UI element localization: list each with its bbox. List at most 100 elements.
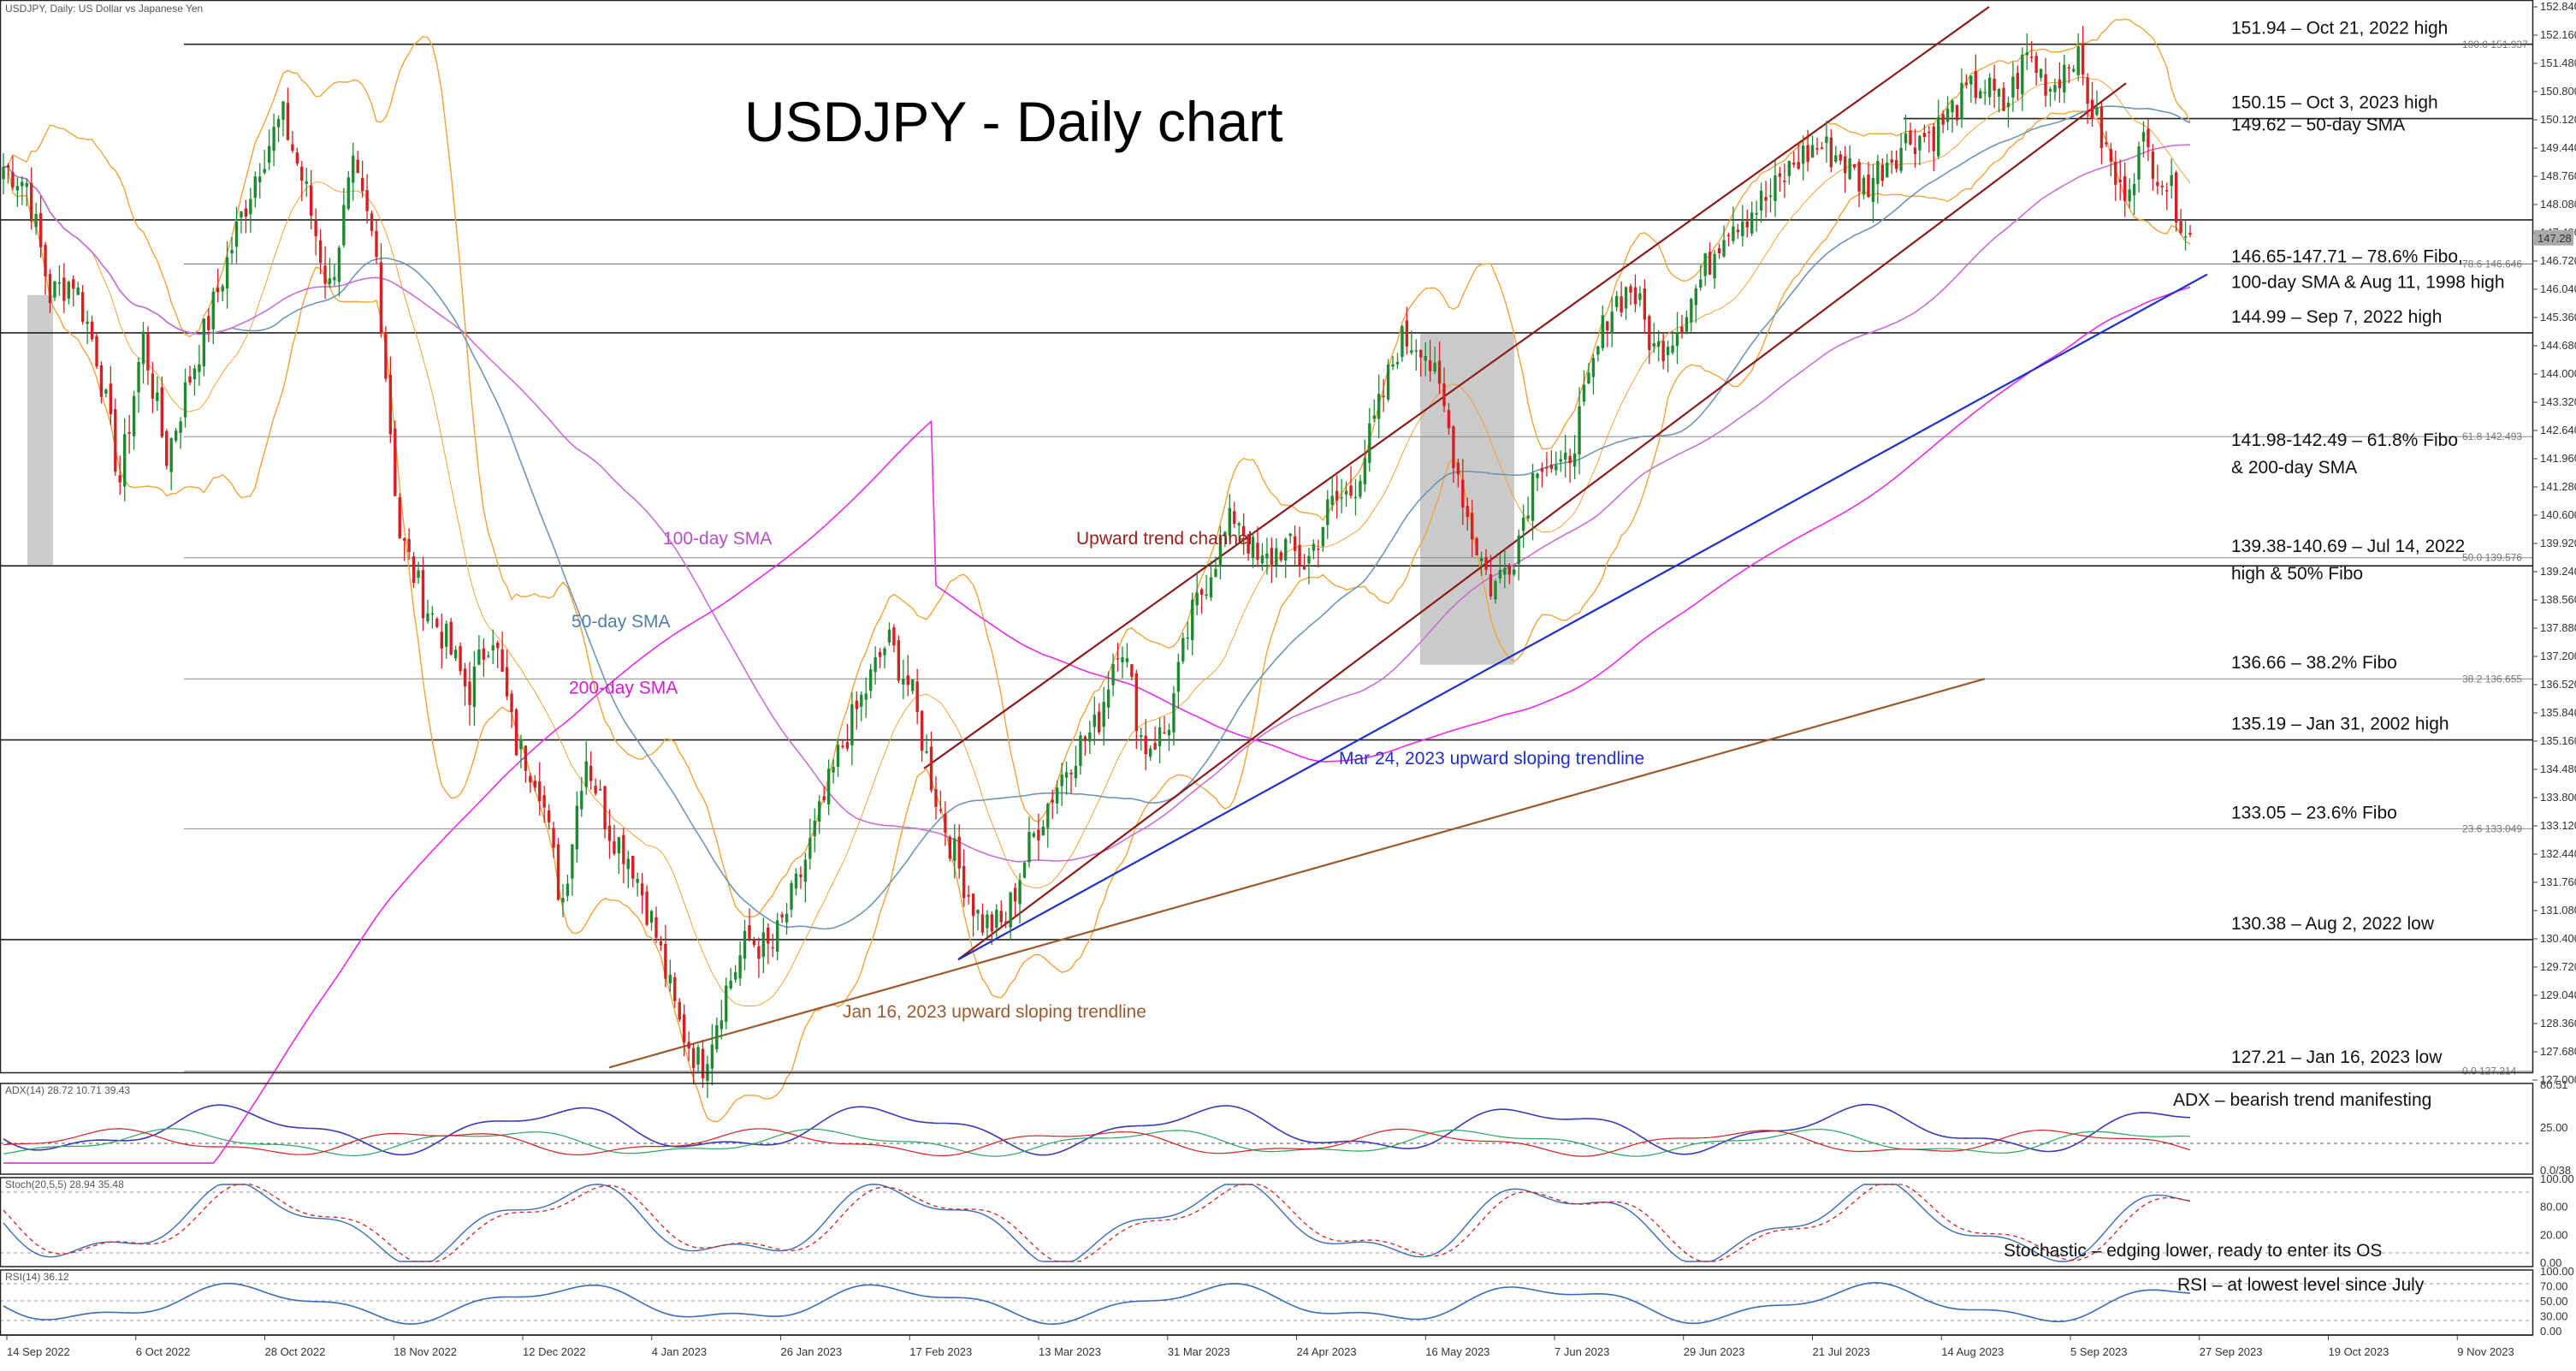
candle-body <box>715 1024 719 1050</box>
candle-body <box>258 176 262 182</box>
candle-body <box>1359 480 1362 497</box>
candle-body <box>584 761 588 787</box>
candle-body <box>2147 128 2150 147</box>
y-tick-label: 129.040 <box>2540 988 2576 1001</box>
candle-body <box>1876 160 1880 185</box>
candle-body <box>1591 358 1596 377</box>
candle-body <box>860 694 863 707</box>
candle-body <box>1372 415 1376 419</box>
candle-body <box>1614 295 1619 307</box>
candle-body <box>1717 247 1721 253</box>
rsi-tick-label: 30.00 <box>2540 1310 2568 1323</box>
adx-pane-frame <box>0 1083 2534 1175</box>
candle-body <box>2109 149 2113 162</box>
candle-body <box>1909 130 1912 145</box>
current-price-label: 147.28 <box>2538 232 2572 245</box>
candle-body <box>519 739 523 750</box>
candle-body <box>179 421 182 433</box>
candle-body <box>1088 732 1092 742</box>
candle-body <box>1121 657 1124 662</box>
candle-body <box>1326 499 1329 525</box>
candle-body <box>1307 555 1311 564</box>
y-tick-label: 137.200 <box>2540 650 2576 662</box>
x-tick-label: 26 Jan 2023 <box>781 1345 843 1358</box>
candle-body <box>11 172 15 187</box>
candle-body <box>276 119 281 128</box>
candle-body <box>1074 765 1078 779</box>
candle-body <box>1764 196 1768 201</box>
candle-body <box>1545 466 1549 469</box>
candle-body <box>1401 326 1404 358</box>
candle-body <box>1055 787 1059 804</box>
candle-body <box>445 623 448 647</box>
rsi-pane-frame <box>0 1269 2534 1336</box>
x-tick-label: 14 Sep 2022 <box>7 1345 70 1358</box>
candle-body <box>1172 693 1175 733</box>
candle-body <box>2025 52 2028 56</box>
y-tick-label: 145.360 <box>2540 311 2576 323</box>
candle-body <box>1928 131 1931 134</box>
candle-body <box>472 666 477 707</box>
candle-body <box>873 657 877 673</box>
candle-body <box>1648 316 1651 350</box>
candle-body <box>1498 569 1502 579</box>
candle-body <box>225 257 229 289</box>
candle-body <box>123 434 127 487</box>
candle-body <box>314 220 317 237</box>
candle-body <box>767 927 770 944</box>
y-tick-label: 146.040 <box>2540 282 2576 295</box>
candle-body <box>1536 473 1539 478</box>
candle-body <box>211 291 215 329</box>
candle-body <box>622 834 625 864</box>
candle-body <box>2188 233 2192 234</box>
candle-body <box>682 1014 686 1043</box>
candle-body <box>743 930 747 959</box>
candle-body <box>183 382 187 418</box>
candle-body <box>1484 556 1488 570</box>
stoch-tick-label: 20.00 <box>2540 1228 2568 1241</box>
candle-body <box>300 166 304 181</box>
candle-body <box>841 745 844 747</box>
candle-body <box>738 955 742 979</box>
candle-body <box>2011 76 2015 98</box>
candle-body <box>1964 82 1969 86</box>
level-annotation: high & 50% Fibo <box>2231 564 2363 584</box>
candle-body <box>1657 341 1661 347</box>
chart-annotation: 200-day SMA <box>569 679 678 698</box>
candle-body <box>1745 221 1749 228</box>
candle-body <box>911 680 915 691</box>
candle-body <box>748 925 751 939</box>
candle-body <box>95 335 98 367</box>
candle-body <box>305 181 308 184</box>
candle-body <box>1471 513 1474 540</box>
candle-body <box>104 389 108 394</box>
candle-body <box>2090 99 2094 119</box>
candle-body <box>1945 109 1950 122</box>
candle-body <box>1969 75 1973 85</box>
candle-body <box>752 940 756 946</box>
y-tick-label: 144.680 <box>2540 339 2576 352</box>
candle-body <box>1755 212 1758 215</box>
candle-body <box>1111 664 1115 686</box>
candle-body <box>1442 383 1446 407</box>
candle-body <box>1279 552 1282 561</box>
jan16-trendline <box>608 678 1986 1069</box>
candle-body <box>1941 114 1945 125</box>
candle-body <box>234 221 239 247</box>
candle-body <box>263 169 266 173</box>
x-tick-label: 29 Jun 2023 <box>1684 1345 1745 1358</box>
candle-body <box>1937 117 1940 157</box>
level-annotation: 130.38 – Aug 2, 2022 low <box>2231 914 2435 934</box>
candle-body <box>710 1044 714 1069</box>
candle-body <box>1848 157 1851 180</box>
symbol-label: USDJPY, Daily: US Dollar vs Japanese Yen <box>5 3 203 15</box>
candle-body <box>333 276 336 281</box>
fib-level-label: 0.0 127.214 <box>2462 1065 2517 1077</box>
candle-body <box>2021 54 2024 95</box>
y-tick-label: 149.440 <box>2540 141 2576 154</box>
candle-body <box>198 364 201 372</box>
candle-body <box>589 765 593 781</box>
candle-body <box>915 681 919 712</box>
candle-body <box>76 287 80 295</box>
